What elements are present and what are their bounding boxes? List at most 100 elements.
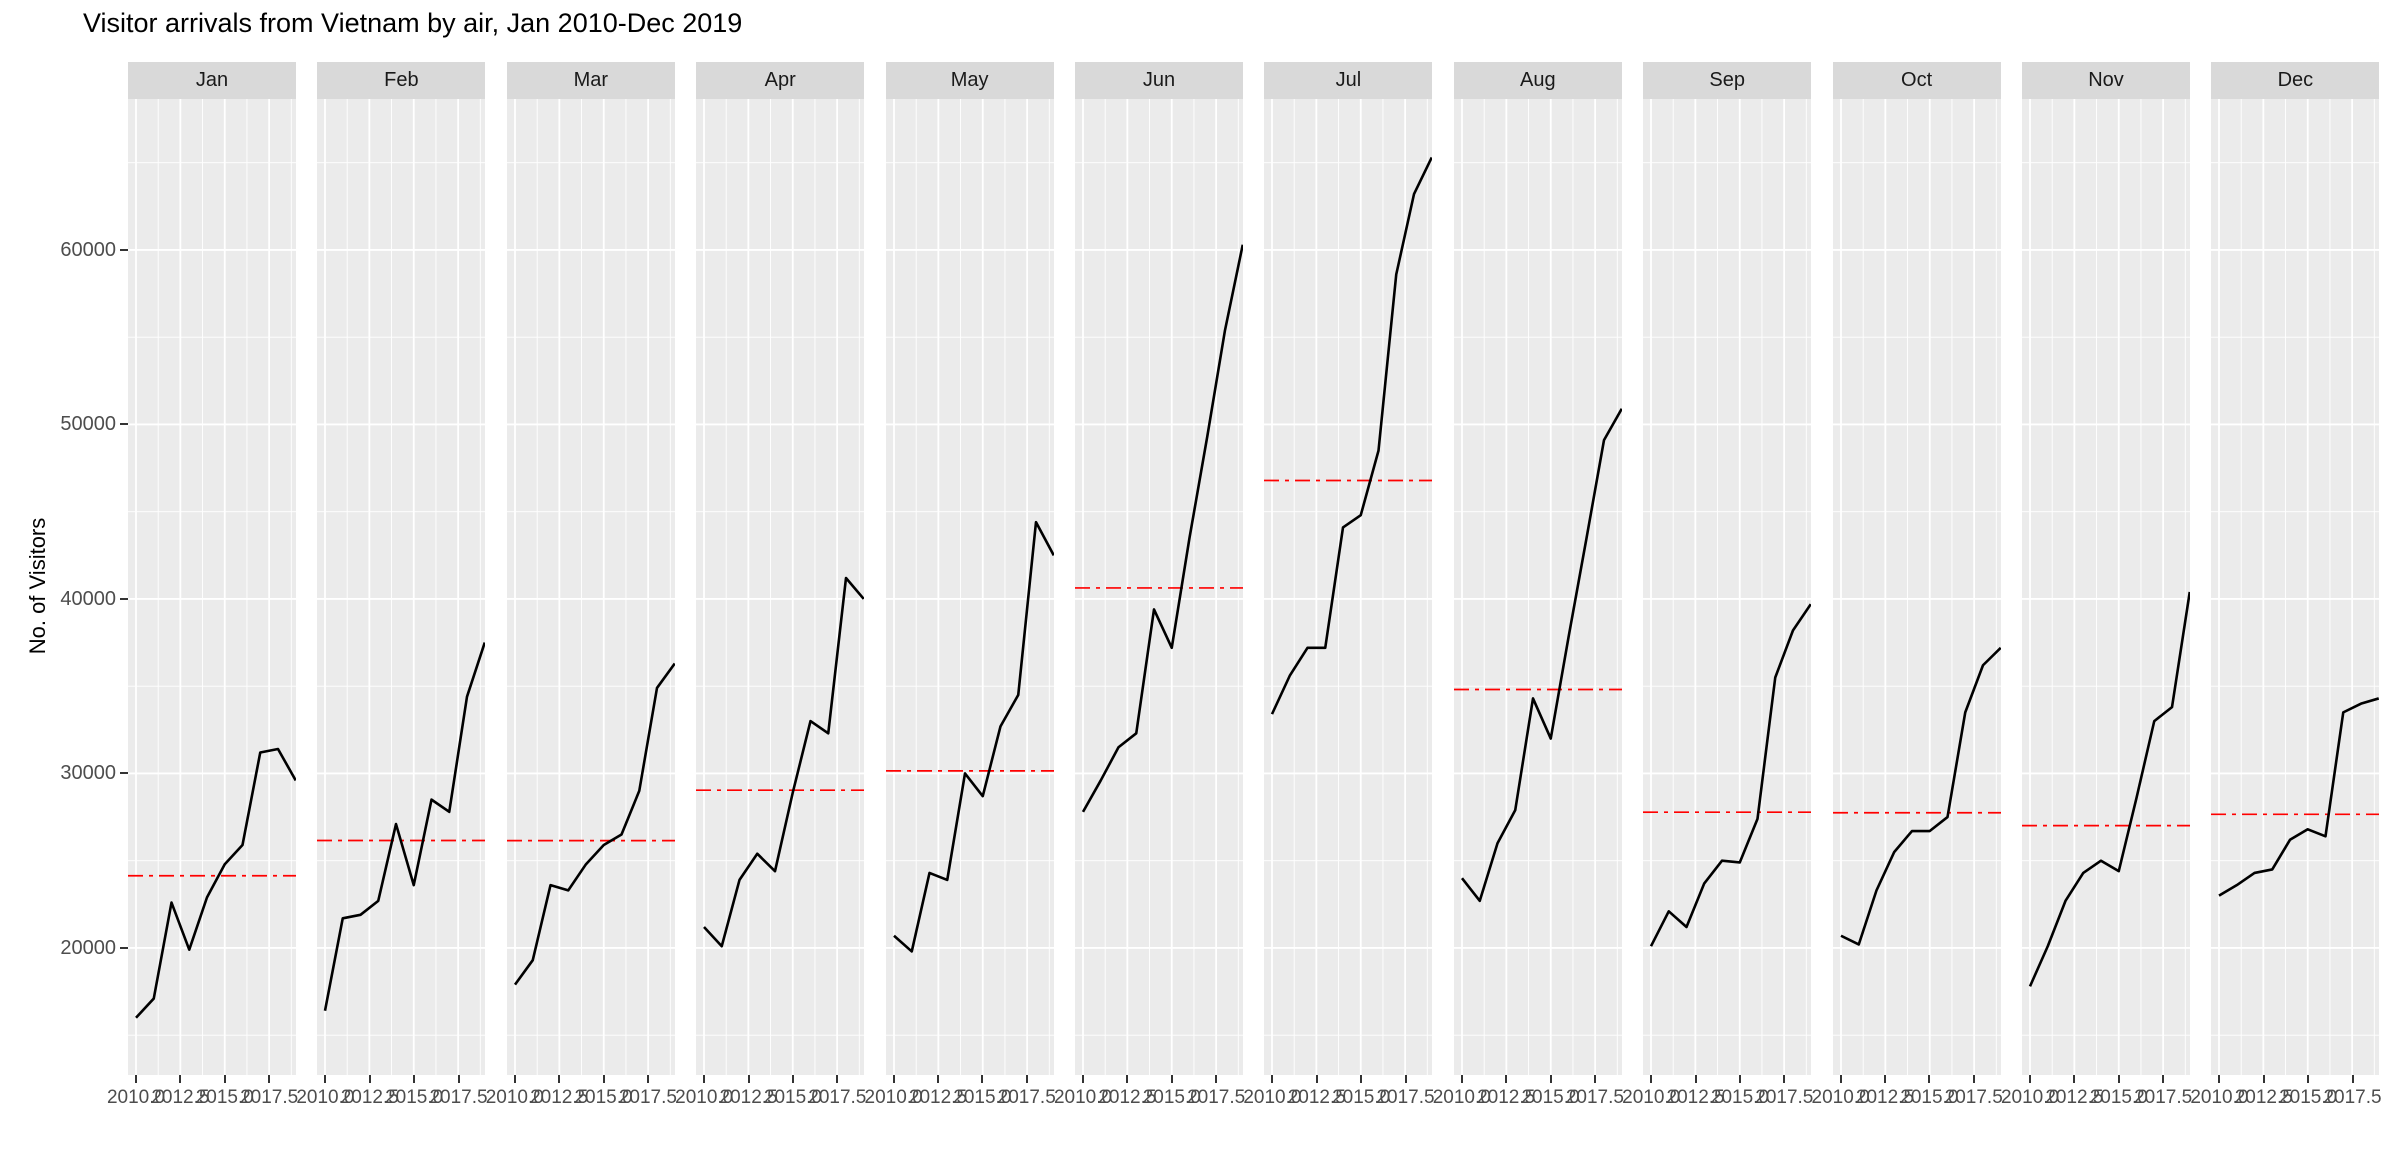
gridlines bbox=[2022, 99, 2190, 1075]
facet-strip-label: Feb bbox=[384, 69, 419, 91]
x-tick-label: 2015.0 bbox=[2279, 1087, 2338, 1108]
x-tick-label: 2017.5 bbox=[808, 1087, 867, 1108]
facet-strip-label: Jun bbox=[1142, 69, 1176, 91]
x-tick-label: 2017.5 bbox=[2134, 1087, 2193, 1108]
x-tick-mark bbox=[1215, 1075, 1218, 1083]
y-axis-title: No. of Visitors bbox=[25, 517, 50, 655]
gridlines bbox=[1264, 99, 1433, 1075]
facet-strip-label: Jul bbox=[1335, 69, 1362, 91]
chart-title: Visitor arrivals from Vietnam by air, Ja… bbox=[83, 8, 743, 38]
x-tick-label: 2017.5 bbox=[2323, 1087, 2382, 1108]
x-tick-mark bbox=[1593, 1075, 1596, 1083]
data-line bbox=[135, 747, 296, 1019]
y-tick-mark bbox=[120, 597, 128, 600]
gridlines bbox=[317, 99, 486, 1075]
x-tick-label: 2017.5 bbox=[997, 1087, 1056, 1108]
gridlines bbox=[1832, 99, 2001, 1075]
data-line bbox=[324, 642, 486, 1012]
x-tick-label: 2012.5 bbox=[530, 1087, 589, 1108]
x-tick-mark bbox=[981, 1075, 984, 1083]
facet-strip: Dec bbox=[2211, 62, 2380, 99]
x-tick-label: 2010.0 bbox=[864, 1087, 923, 1108]
x-tick-label: 2015.0 bbox=[385, 1087, 444, 1108]
facet-strip-label: Nov bbox=[2088, 69, 2124, 91]
x-tick-mark bbox=[791, 1075, 794, 1083]
y-tick-label: 60000 bbox=[60, 238, 116, 261]
facet-strip: Jan bbox=[128, 62, 296, 99]
panel-nov bbox=[2022, 99, 2190, 1075]
x-tick-mark bbox=[747, 1075, 750, 1083]
x-tick-mark bbox=[1972, 1075, 1975, 1083]
x-tick-label: 2017.5 bbox=[1565, 1087, 1624, 1108]
x-tick-label: 2015.0 bbox=[763, 1087, 822, 1108]
x-tick-label: 2012.5 bbox=[719, 1087, 778, 1108]
panel-jan bbox=[128, 99, 296, 1075]
x-tick-mark bbox=[223, 1075, 226, 1083]
gridlines bbox=[1643, 99, 1812, 1075]
facet-strip-label: Dec bbox=[2277, 69, 2314, 91]
x-tick-mark bbox=[135, 1075, 137, 1083]
x-tick-label: 2010.0 bbox=[296, 1087, 355, 1108]
x-tick-label: 2012.5 bbox=[1666, 1087, 1725, 1108]
data-line bbox=[1271, 156, 1433, 715]
x-tick-label: 2012.5 bbox=[1098, 1087, 1157, 1108]
x-tick-mark bbox=[892, 1075, 895, 1083]
facet-strip: Apr bbox=[696, 62, 865, 99]
x-tick-mark bbox=[1315, 1075, 1318, 1083]
x-tick-mark bbox=[1883, 1075, 1886, 1083]
x-tick-mark bbox=[2218, 1075, 2221, 1083]
x-tick-mark bbox=[1650, 1075, 1653, 1083]
data-line bbox=[892, 520, 1054, 953]
gridlines bbox=[885, 99, 1054, 1075]
facet-strip: Feb bbox=[317, 62, 486, 99]
y-tick-label: 50000 bbox=[60, 413, 116, 436]
x-tick-mark bbox=[368, 1075, 371, 1083]
x-tick-label: 2012.5 bbox=[1287, 1087, 1346, 1108]
x-tick-label: 2010.0 bbox=[1432, 1087, 1491, 1108]
x-tick-label: 2017.5 bbox=[429, 1087, 488, 1108]
x-tick-label: 2012.5 bbox=[340, 1087, 399, 1108]
panel-aug bbox=[1453, 99, 1622, 1075]
x-tick-label: 2010.0 bbox=[2190, 1087, 2249, 1108]
x-tick-mark bbox=[1928, 1075, 1931, 1083]
data-line bbox=[513, 662, 675, 986]
x-tick-label: 2017.5 bbox=[1187, 1087, 1246, 1108]
panel-apr bbox=[696, 99, 865, 1075]
y-tick-mark bbox=[120, 248, 128, 251]
x-tick-mark bbox=[1082, 1075, 1084, 1083]
x-tick-label: 2010.0 bbox=[2000, 1087, 2060, 1108]
facet-strip: Jun bbox=[1075, 62, 1243, 99]
facet-strip: Oct bbox=[1832, 62, 2001, 99]
facet-strip-label: Sep bbox=[1709, 69, 1745, 91]
facet-strip: Mar bbox=[506, 62, 675, 99]
facet-strip-label: Apr bbox=[764, 69, 796, 91]
x-tick-label: 2015.0 bbox=[953, 1087, 1012, 1108]
x-tick-label: 2012.5 bbox=[908, 1087, 968, 1108]
panel-sep bbox=[1643, 99, 1812, 1075]
x-tick-mark bbox=[1271, 1075, 1274, 1083]
x-tick-label: 2015.0 bbox=[574, 1087, 633, 1108]
gridlines bbox=[1075, 99, 1243, 1075]
x-tick-label: 2015.0 bbox=[2089, 1087, 2148, 1108]
panel-feb bbox=[317, 99, 486, 1075]
data-line bbox=[1460, 408, 1622, 903]
x-tick-mark bbox=[457, 1075, 460, 1083]
x-tick-mark bbox=[2162, 1075, 2165, 1083]
x-tick-label: 2010.0 bbox=[1622, 1087, 1681, 1108]
x-tick-mark bbox=[646, 1075, 649, 1083]
x-tick-label: 2017.5 bbox=[1755, 1087, 1814, 1108]
facet-strip-label: May bbox=[950, 69, 989, 91]
x-tick-mark bbox=[2262, 1075, 2265, 1083]
x-tick-label: 2017.5 bbox=[240, 1087, 299, 1108]
gridlines bbox=[1453, 99, 1622, 1075]
x-tick-mark bbox=[2029, 1075, 2031, 1083]
facet-strip: Sep bbox=[1643, 62, 1812, 99]
x-tick-mark bbox=[558, 1075, 561, 1083]
y-tick-label: 20000 bbox=[60, 936, 116, 959]
data-line bbox=[2218, 697, 2380, 897]
gridlines bbox=[506, 99, 675, 1075]
facet-strip-label: Jan bbox=[195, 69, 229, 91]
x-tick-mark bbox=[413, 1075, 416, 1083]
x-tick-label: 2010.0 bbox=[1053, 1087, 1113, 1108]
x-tick-label: 2012.5 bbox=[2045, 1087, 2104, 1108]
